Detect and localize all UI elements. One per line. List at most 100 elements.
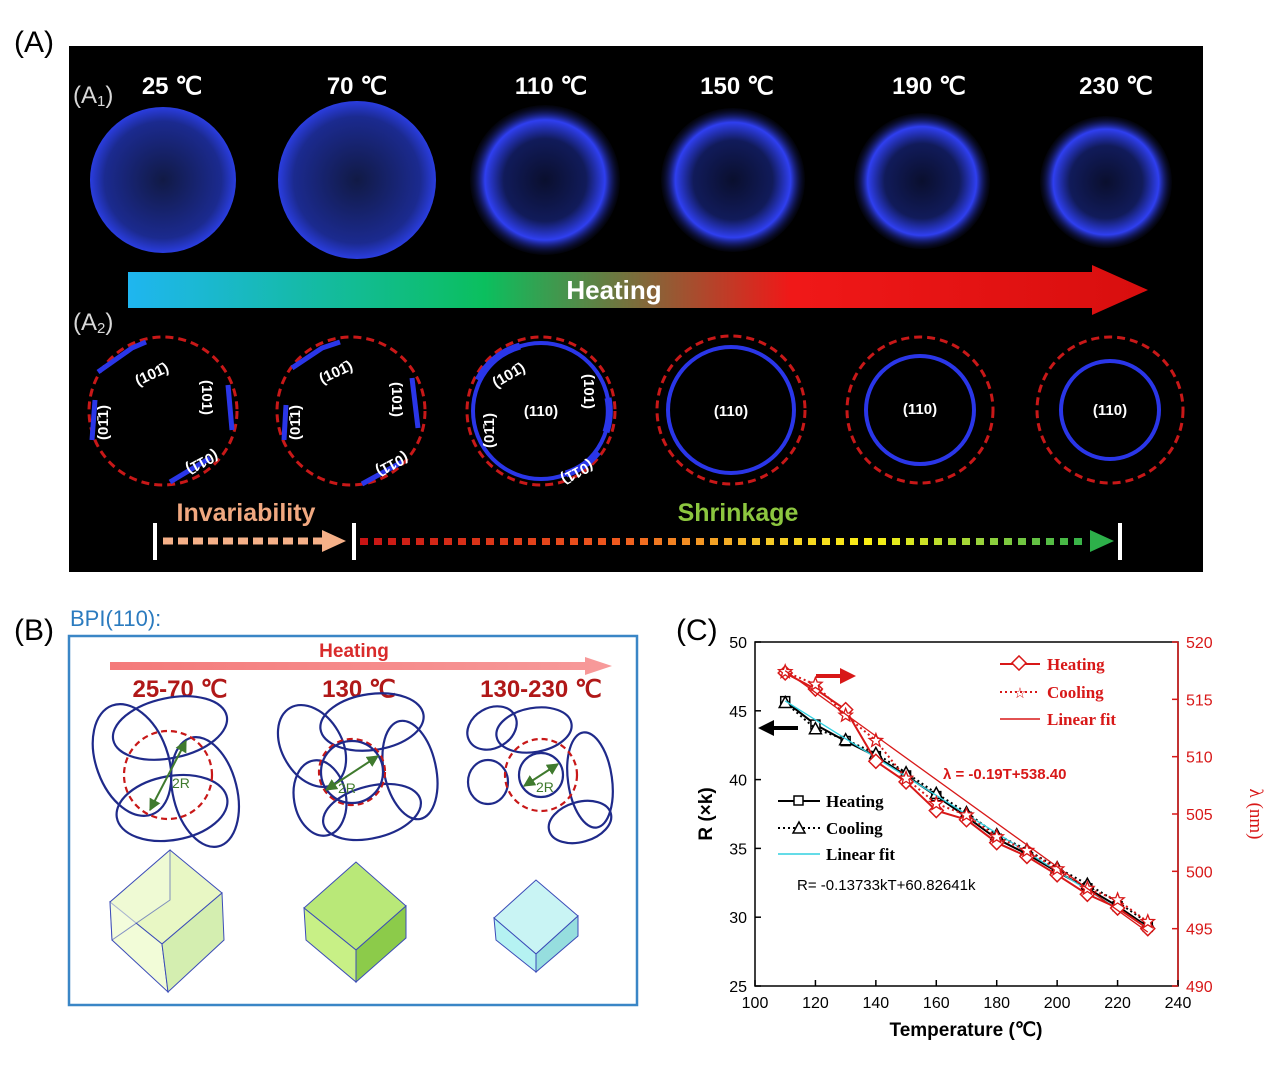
shrinkage-dash	[1004, 538, 1012, 545]
cube-stage1	[109, 848, 225, 994]
shrinkage-dash	[850, 538, 858, 545]
boundary-circle	[503, 737, 579, 813]
shrinkage-dash	[444, 538, 452, 545]
equation-lambda: λ = -0.19T+538.40	[943, 766, 1066, 783]
stage-label-3: 130-230 ℃	[480, 676, 602, 703]
legend-text: Heating	[826, 792, 884, 811]
shrinkage-dash	[430, 538, 438, 545]
shrinkage-dash	[654, 538, 662, 545]
y2-tick-label: 515	[1186, 692, 1213, 709]
x-tick-label: 120	[802, 995, 829, 1012]
shrinkage-dash	[682, 538, 690, 545]
shrinkage-dash	[864, 538, 872, 545]
facet-arc	[281, 404, 289, 441]
shrinkage-dash	[892, 538, 900, 545]
shrinkage-dash	[724, 538, 732, 545]
facet-arc	[168, 455, 212, 485]
y2-tick-label: 500	[1186, 864, 1213, 881]
shrinkage-label: Shrinkage	[678, 499, 799, 527]
facet-arc	[602, 397, 613, 434]
legend-text: Linear fit	[1047, 710, 1116, 729]
radius-arrow	[149, 739, 187, 812]
ellipse	[495, 706, 573, 754]
boundary-circle	[655, 334, 807, 486]
facet-arc	[474, 342, 522, 382]
cube-front	[161, 891, 225, 994]
right-axis-arrow	[816, 668, 856, 684]
panel-a-label: (A)	[14, 26, 54, 59]
disc-230c	[1040, 116, 1172, 248]
plane-label: (110)	[714, 403, 748, 420]
facet-arc	[89, 399, 98, 441]
shrinkage-dash	[906, 538, 914, 545]
schematic-25c: (101̄) (101) (01̄1) (011̄)	[87, 335, 239, 487]
shrinkage-dash	[976, 538, 984, 545]
y2-tick-label: 495	[1186, 922, 1213, 939]
legend-text: Linear fit	[826, 845, 895, 864]
disc-70c	[278, 101, 436, 259]
left-axis-arrow	[758, 720, 798, 736]
panel-b-label: (B)	[14, 614, 54, 647]
temp-label-5: 190 ℃	[892, 73, 966, 100]
shrinkage-dash	[584, 538, 592, 545]
shrinkage-dash	[388, 538, 396, 545]
plane-label: (01̄1)	[481, 413, 498, 448]
cube-stage3	[493, 879, 579, 974]
heating-arrow-label: Heating	[566, 275, 661, 305]
invariability-arrowhead	[322, 530, 346, 552]
shrinkage-dash	[696, 538, 704, 545]
shrinkage-dash	[598, 538, 606, 545]
shrinkage-dash	[402, 538, 410, 545]
legend-marker-diamond	[1010, 654, 1028, 672]
plane-label: (01̄1)	[287, 405, 304, 440]
shrinkage-dash	[822, 538, 830, 545]
y2-tick-label: 505	[1186, 807, 1213, 824]
shrinkage-dash	[948, 538, 956, 545]
shrinkage-dash	[990, 538, 998, 545]
radius-label: 2R	[172, 775, 190, 791]
shrinkage-dash	[528, 538, 536, 545]
legend-marker-star: ☆	[1013, 685, 1026, 702]
facet-arc	[225, 384, 235, 431]
shrinkage-dash	[570, 538, 578, 545]
shrinkage-dash	[962, 538, 970, 545]
boundary-circle	[275, 335, 427, 487]
x-tick-label: 200	[1044, 995, 1071, 1012]
disc-150c	[661, 108, 805, 252]
plane-label: (101)	[580, 374, 597, 409]
panel-a-background	[69, 46, 1203, 572]
data-point	[1139, 912, 1157, 929]
radius-arrow	[522, 763, 560, 787]
shrinkage-dash	[752, 538, 760, 545]
shrinkage-dash	[458, 538, 466, 545]
panel-b-heating-label: Heating	[319, 641, 389, 662]
panel-b-heating-arrow	[110, 657, 612, 675]
shrinkage-dash	[486, 538, 494, 545]
facet-arc	[96, 339, 147, 375]
panel-c-label: (C)	[676, 614, 718, 647]
inner-circle	[517, 751, 565, 799]
data-point	[927, 794, 945, 811]
shrinkage-dash	[626, 538, 634, 545]
row-a2-label: (A2)	[73, 309, 113, 337]
invariability-label: Invariability	[177, 499, 316, 527]
temp-label-3: 110 ℃	[515, 73, 587, 100]
x-tick-label: 240	[1165, 995, 1192, 1012]
shrinkage-dash	[514, 538, 522, 545]
shrinkage-dash	[640, 538, 648, 545]
temp-label-1: 25 ℃	[142, 73, 202, 100]
data-point	[988, 828, 1006, 845]
shrinkage-dashes	[360, 538, 1082, 545]
plane-label: (01̄1)	[95, 405, 112, 440]
y-tick-label: 25	[729, 979, 747, 996]
radius-label: 2R	[338, 780, 356, 796]
legend-text: Cooling	[1047, 683, 1104, 702]
ellipse	[466, 758, 510, 806]
shrinkage-dash	[472, 538, 480, 545]
stage-label-2: 130 ℃	[322, 676, 396, 703]
shrinkage-dash	[416, 538, 424, 545]
y-tick-label: 50	[729, 635, 747, 652]
shrinkage-dash	[836, 538, 844, 545]
y-tick-label: 45	[729, 704, 747, 721]
shrinkage-dash	[612, 538, 620, 545]
